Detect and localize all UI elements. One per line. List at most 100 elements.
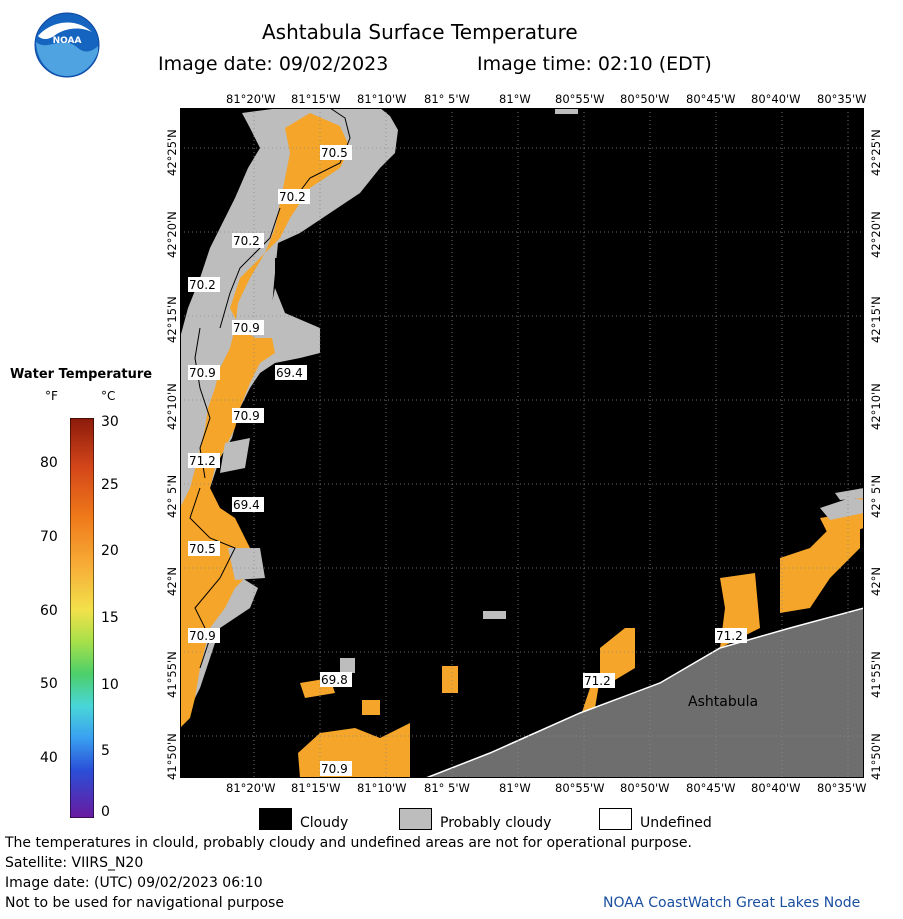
top-lon-label: 81° 5'W <box>424 92 470 106</box>
warm-water-patch <box>442 666 458 693</box>
right-lat-label: 41°55'N <box>869 651 883 698</box>
legend-label-probably-cloudy: Probably cloudy <box>440 815 552 831</box>
image-time: Image time: 02:10 (EDT) <box>477 53 712 75</box>
bottom-lon-label: 80°40'W <box>751 781 801 795</box>
surface-temperature-map: 70.5 70.2 70.2 70.2 70.9 70.9 69.4 70.9 … <box>180 107 865 779</box>
left-lat-label: 42°N <box>165 567 179 596</box>
logo-text: NOAA <box>53 36 82 46</box>
colorbar-c-tick: 25 <box>101 477 119 493</box>
colorbar-c-tick: 30 <box>101 414 119 430</box>
colorbar-f-tick: 80 <box>40 455 58 471</box>
left-lat-label: 42° 5'N <box>165 474 179 518</box>
bottom-lon-label: 81° 5'W <box>424 781 470 795</box>
temperature-label: 70.2 <box>189 278 216 292</box>
right-lat-label: 41°50'N <box>869 733 883 780</box>
temperature-label: 70.5 <box>321 146 348 160</box>
temperature-label: 70.9 <box>321 762 348 776</box>
left-lat-label: 41°50'N <box>165 733 179 780</box>
colorbar-f-tick: 60 <box>40 603 58 619</box>
legend-label-cloudy: Cloudy <box>300 815 349 831</box>
probably-cloudy-patch <box>835 488 864 500</box>
right-lat-label: 42°15'N <box>869 296 883 343</box>
probably-cloudy-patch <box>555 108 578 114</box>
left-lat-label: 42°10'N <box>165 383 179 430</box>
temperature-label: 69.8 <box>321 673 348 687</box>
colorbar-c-tick: 20 <box>101 543 119 559</box>
probably-cloudy-patch <box>483 611 506 619</box>
warm-water-area-west <box>180 113 350 728</box>
top-lon-label: 81°15'W <box>291 92 341 106</box>
probably-cloudy-patch <box>220 438 250 473</box>
temperature-label: 70.9 <box>233 409 260 423</box>
footer-satellite: Satellite: VIIRS_N20 <box>5 855 144 871</box>
colorbar-f-tick: 40 <box>40 750 58 766</box>
colorbar-title: Water Temperature <box>10 367 153 382</box>
top-lon-label: 80°50'W <box>620 92 670 106</box>
temperature-colorbar <box>69 417 95 819</box>
legend-label-undefined: Undefined <box>640 815 712 831</box>
temperature-label: 70.9 <box>189 366 216 380</box>
temperature-label: 69.4 <box>233 498 260 512</box>
footer-navigation-warning: Not to be used for navigational purpose <box>5 895 284 911</box>
map-border <box>180 108 864 778</box>
colorbar-f-tick: 50 <box>40 676 58 692</box>
temperature-label: 70.9 <box>233 321 260 335</box>
warm-water-patch <box>780 518 860 613</box>
bottom-lon-label: 81°20'W <box>226 781 276 795</box>
footer-disclaimer: The temperatures in clould, probably clo… <box>5 835 692 851</box>
colorbar-unit-f: °F <box>45 389 58 403</box>
right-lat-label: 42°10'N <box>869 383 883 430</box>
right-lat-label: 42°20'N <box>869 211 883 258</box>
bottom-lon-label: 80°35'W <box>817 781 867 795</box>
left-lat-label: 42°15'N <box>165 296 179 343</box>
legend-swatch-cloudy <box>259 808 292 830</box>
map-title: Ashtabula Surface Temperature <box>262 20 578 44</box>
top-lon-label: 80°55'W <box>555 92 605 106</box>
legend-swatch-undefined <box>599 808 632 830</box>
warm-water-patch <box>820 488 864 538</box>
bottom-lon-label: 80°45'W <box>686 781 736 795</box>
place-label: Ashtabula <box>688 694 758 710</box>
top-lon-label: 81°20'W <box>226 92 276 106</box>
right-lat-label: 42° 5'N <box>869 474 883 518</box>
colorbar-c-tick: 5 <box>101 743 110 759</box>
probably-cloudy-patch <box>820 498 864 520</box>
top-lon-label: 81°10'W <box>357 92 407 106</box>
temperature-label: 70.9 <box>189 629 216 643</box>
bottom-lon-label: 80°50'W <box>620 781 670 795</box>
warm-water-patch <box>362 700 380 715</box>
colorbar-c-tick: 10 <box>101 677 119 693</box>
colorbar-c-tick: 15 <box>101 610 119 626</box>
temperature-label: 70.2 <box>233 234 260 248</box>
right-lat-label: 42°N <box>869 567 883 596</box>
cloud-patch <box>320 278 340 313</box>
probably-cloudy-patch <box>340 658 355 673</box>
temperature-labels: 70.5 70.2 70.2 70.2 70.9 70.9 69.4 70.9 … <box>188 145 747 776</box>
top-lon-label: 81°W <box>499 92 531 106</box>
temperature-label: 69.4 <box>276 366 303 380</box>
left-lat-label: 41°55'N <box>165 651 179 698</box>
colorbar-c-tick: 0 <box>101 804 110 820</box>
bottom-lon-label: 80°55'W <box>555 781 605 795</box>
temperature-label: 70.2 <box>279 190 306 204</box>
temperature-label: 71.2 <box>716 629 743 643</box>
bottom-lon-label: 81°10'W <box>357 781 407 795</box>
top-lon-label: 80°40'W <box>751 92 801 106</box>
footer-credit: NOAA CoastWatch Great Lakes Node <box>603 895 861 911</box>
footer-utc-date: Image date: (UTC) 09/02/2023 06:10 <box>5 875 263 891</box>
temperature-label: 70.5 <box>189 542 216 556</box>
probably-cloudy-patch <box>228 548 265 580</box>
bottom-lon-label: 81°15'W <box>291 781 341 795</box>
image-date: Image date: 09/02/2023 <box>158 53 389 75</box>
colorbar-unit-c: °C <box>101 389 116 403</box>
bottom-lon-label: 81°W <box>499 781 531 795</box>
colorbar-f-tick: 70 <box>40 529 58 545</box>
temperature-label: 71.2 <box>584 674 611 688</box>
top-lon-label: 80°35'W <box>817 92 867 106</box>
left-lat-label: 42°25'N <box>165 129 179 176</box>
legend-swatch-probably-cloudy <box>399 808 432 830</box>
top-lon-label: 80°45'W <box>686 92 736 106</box>
noaa-logo: NOAA <box>34 12 100 78</box>
right-lat-label: 42°25'N <box>869 129 883 176</box>
temperature-label: 71.2 <box>189 454 216 468</box>
